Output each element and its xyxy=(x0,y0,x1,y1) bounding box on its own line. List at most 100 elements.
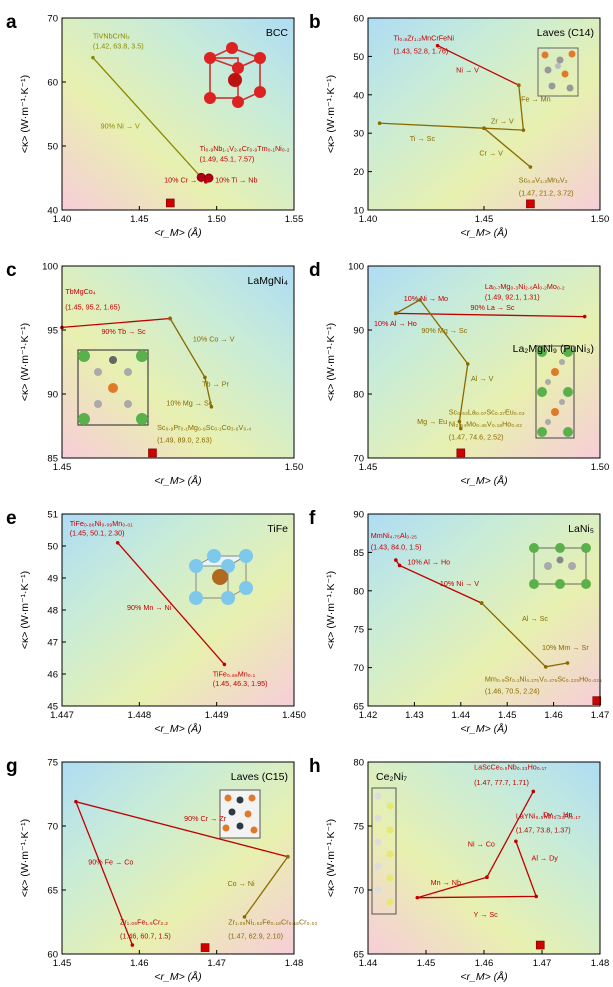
panel-e-annotation-3: TiFe₀.₈₆Mn₀.₁ xyxy=(213,670,256,679)
panel-a-plot-area xyxy=(62,18,294,210)
panel-d-annotation-2: 90% La → Sc xyxy=(471,303,515,312)
panel-f-annotation-6: Mm₀.₉Sr₀.₁Ni₄.₂₇₅V₀.₄₇₅Sc₀.₂₂₅Ho₀.₀₂₅ xyxy=(485,674,602,683)
panel-f-annotation-3: 10% Ni → V xyxy=(440,579,479,588)
panel-c-plot-area xyxy=(62,266,294,458)
panel-d-ytick-label-2: 90 xyxy=(353,326,364,337)
panel-a-xtick-label-3: 1.55 xyxy=(285,214,304,225)
panel-d-annotation-6: Al → V xyxy=(471,374,494,383)
panel-h-series-0-point-2 xyxy=(485,875,489,879)
panel-h-annotation-3: LaYNi₀.₅Mn₀.₃₃Al₀.₁₇ xyxy=(516,811,581,820)
laves-c15-crystal-icon xyxy=(219,789,261,839)
panel-d-reference-marker xyxy=(456,448,466,458)
panel-d-series-1-point-1 xyxy=(418,298,422,302)
panel-f-ylabel: <κ> (W·m⁻¹·K⁻¹) xyxy=(325,571,337,649)
panel-f-title: LaNi₅ xyxy=(568,523,594,535)
panel-b: b Ti₀.₈Zr₁.₂MnCrFeNi (1.43, 52.8, 1.76) Ni… xyxy=(309,12,609,239)
panel-g-annotation-6: (1.47, 62.9, 2.10) xyxy=(228,932,283,941)
panel-b-annotation-4: Zr → V xyxy=(491,117,514,126)
panel-a-ytick-label-1: 50 xyxy=(47,142,58,153)
panel-e-xlabel: <r_M> (Å) xyxy=(154,722,201,735)
panel-c-annotation-2: 90% Tb → Sc xyxy=(101,327,146,336)
panel-c-ytick-label-0: 85 xyxy=(47,454,58,465)
panel-e-annotation-0: TiFe₀.₈₆Ni₀.₀₉Mn₀.₀₁ xyxy=(70,519,134,528)
panel-g-ytick-label-1: 65 xyxy=(47,886,58,897)
panel-g-ylabel: <κ> (W·m⁻¹·K⁻¹) xyxy=(19,819,31,897)
panel-f-series-1-point-0 xyxy=(479,601,484,605)
panel-b-ylabel: <κ> (W·m⁻¹·K⁻¹) xyxy=(325,75,337,153)
panel-e-data-layer: TiFe₀.₈₆Ni₀.₀₉Mn₀.₀₁(1.45, 50.1, 2.30) 90… xyxy=(70,519,268,688)
panel-f-ytick-label-0: 65 xyxy=(353,702,364,713)
ce2ni7-crystal-icon xyxy=(371,787,397,915)
panel-f-xtick-label-5: 1.47 xyxy=(591,710,610,721)
panel-c-annotation-5: 10% Mg → Sc xyxy=(166,399,212,408)
panel-d: d La₀.₇Mg₀.₃Ni₂.₆Al₀.₂Mo₀.₂(1.49, 92.1, … xyxy=(309,260,609,487)
panel-h-annotation-6: Al → Dy xyxy=(532,854,559,863)
panel-c-series-1-point-2 xyxy=(209,405,214,409)
panel-a-annotation-0: TiVNbCrNi₂ xyxy=(93,31,130,40)
panel-b-ytick-label-4: 50 xyxy=(353,52,364,63)
panel-c-ylabel: <κ> (W·m⁻¹·K⁻¹) xyxy=(19,323,31,401)
panel-e-ytick-label-5: 50 xyxy=(47,542,58,553)
panel-e-ytick-label-0: 45 xyxy=(47,702,58,713)
panel-g-series-1-point-1 xyxy=(242,915,247,919)
panel-c-xtick-label-0: 1.45 xyxy=(53,462,72,473)
panel-f-ytick-label-2: 75 xyxy=(353,625,364,636)
panel-h-annotation-8: Y → Sc xyxy=(474,910,499,919)
panel-h-annotation-0: LaScCe₀.₅Nb₀.₃₃Ho₀.₁₇ xyxy=(474,763,547,772)
panel-g-ytick-label-3: 75 xyxy=(47,758,58,769)
panel-a-annotation-2: 90% Ni → V xyxy=(101,122,140,131)
panel-d-annotation-4: 10% Al → Ho xyxy=(374,319,417,328)
panel-f-ytick-label-5: 90 xyxy=(353,510,364,521)
panel-a-frame xyxy=(61,17,295,211)
panel-d-annotation-9: Ni₂.₅₄Mo₀.₄₆V₀.₁₈Ho₀.₀₂ xyxy=(449,420,523,429)
panel-f-xlabel: <r_M> (Å) xyxy=(460,722,507,735)
panel-d-xlabel: <r_M> (Å) xyxy=(460,474,507,487)
panel-g-frame xyxy=(61,761,295,955)
panel-b-ytick-label-3: 40 xyxy=(353,90,364,101)
bcc-crystal-icon xyxy=(204,42,266,108)
panel-a-letter: a xyxy=(6,12,17,33)
panel-g-annotation-2: Co → Ni xyxy=(227,879,255,888)
panel-d-letter: d xyxy=(309,260,321,281)
panel-b-annotation-6: Cr → V xyxy=(479,148,503,157)
panel-b-xlabel: <r_M> (Å) xyxy=(460,226,507,239)
panel-d-series-0-point-0 xyxy=(582,314,587,319)
panel-g-xlabel: <r_M> (Å) xyxy=(154,970,201,983)
panel-g-ytick-label-2: 70 xyxy=(47,822,58,833)
panel-c-series-0-line xyxy=(61,317,171,329)
panel-b-annotation-1: (1.43, 52.8, 1.76) xyxy=(394,46,449,55)
panel-g-series-1-point-0 xyxy=(286,854,290,859)
panel-a-ytick-label-2: 60 xyxy=(47,78,58,89)
panel-g-annotation-5: Zr₁.₀₆Ni₁.₆₂Fe₀.₁₈Cr₀.₁₈Cr₀.₀₂ xyxy=(228,918,317,927)
panel-h-data-layer: LaScCe₀.₅Nb₀.₃₃Ho₀.₁₇ (1.47, 77.7, 1.71) D… xyxy=(415,763,581,950)
panel-h: h LaScCe₀.₅Nb₀.₃₃Ho₀.₁₇ (1.47, 77.7, 1.71… xyxy=(309,756,609,983)
panel-a-annotation-3: Ti₀.₉Nb₁.₁V₂.₈Cr₀.₉Tm₀.₁Ni₀.₂ xyxy=(200,144,290,153)
panel-d-annotation-8: Sc₀.₆₃La₀.₀₇Sc₀.₂₇Eu₀.₀₃ xyxy=(449,407,525,416)
panel-g-ytick-label-0: 60 xyxy=(47,950,58,961)
panel-c-annotation-0: TbMgCo₄ xyxy=(65,287,96,296)
panel-b-annotation-3: Fe → Mn xyxy=(521,94,551,103)
panel-d-annotation-10: (1.47, 74.6, 2.52) xyxy=(449,432,504,441)
panel-e-plot-area xyxy=(62,514,294,706)
panel-e-ytick-label-6: 51 xyxy=(47,510,58,521)
panel-g-series-0-point-1 xyxy=(74,799,78,804)
panel-h-ylabel: <κ> (W·m⁻¹·K⁻¹) xyxy=(325,819,337,897)
panel-c-annotation-7: (1.49, 89.0, 2.63) xyxy=(157,436,212,445)
panel-a-ylabel: <κ> (W·m⁻¹·K⁻¹) xyxy=(19,75,31,153)
panel-h-annotation-2: Dy → Ho xyxy=(543,810,572,819)
panel-d-series-0-line xyxy=(395,312,585,318)
panel-a-xtick-label-1: 1.45 xyxy=(130,214,149,225)
panel-f-xtick-label-1: 1.43 xyxy=(405,710,424,721)
panel-g-data-layer: 90% Cr → Zr 90% Fe → Co Co → Ni Zr₁.₀₆Fe₁.₅… xyxy=(74,799,318,952)
panel-g-letter: g xyxy=(6,756,18,777)
panel-g-series-0-point-0 xyxy=(130,943,135,947)
panel-e-xtick-label-1: 1.448 xyxy=(127,710,151,721)
panel-h-series-0-point-0 xyxy=(531,789,536,794)
panel-c-data-layer: TbMgCo₄ (1.45, 95.2, 1.65) 90% Tb → Sc 10% … xyxy=(60,287,251,458)
panel-g-annotation-0: 90% Cr → Zr xyxy=(184,814,227,823)
panel-a-annotation-6: 10% Ti → Nb xyxy=(215,175,257,184)
panel-h-xtick-label-1: 1.45 xyxy=(417,958,436,969)
panel-b-xtick-label-0: 1.40 xyxy=(359,214,378,225)
panel-a-reference-marker xyxy=(165,198,175,208)
